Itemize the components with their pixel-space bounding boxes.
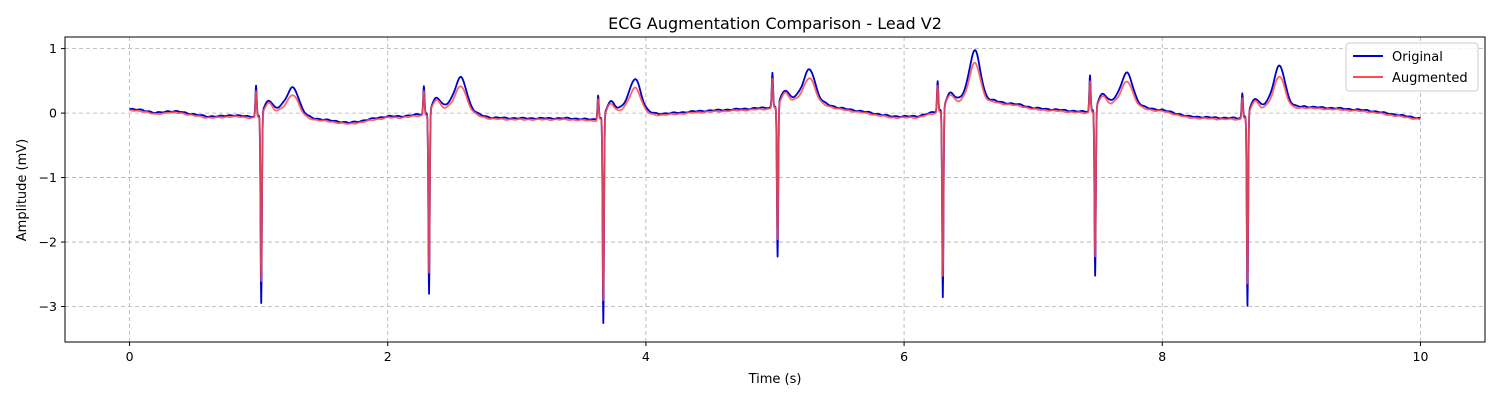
- legend-label-augmented: Augmented: [1392, 71, 1468, 86]
- plot-frame: [64, 36, 1486, 343]
- y-tick-label: 0: [49, 106, 57, 121]
- x-tick-label: 6: [900, 349, 908, 364]
- plot-area: [65, 37, 1485, 342]
- x-tick-label: 8: [1158, 349, 1166, 364]
- x-tick-label: 4: [642, 349, 650, 364]
- x-tick-label: 0: [126, 349, 134, 364]
- series-line-augmented: [128, 61, 1422, 302]
- y-tick-label: −1: [39, 170, 57, 185]
- y-tick-label: −2: [39, 235, 57, 250]
- ticks: 0 2 4 6 8 10 −3 −2 −1 0 1: [39, 41, 1429, 364]
- x-tick-label: 10: [1413, 349, 1429, 364]
- chart-title: ECG Augmentation Comparison - Lead V2: [608, 14, 942, 33]
- legend-label-original: Original: [1392, 50, 1443, 65]
- legend: Original Augmented: [1345, 42, 1479, 92]
- y-tick-label: 1: [49, 41, 57, 56]
- x-tick-label: 2: [384, 349, 392, 364]
- x-axis-label: Time (s): [748, 372, 802, 387]
- series-lines: [128, 49, 1422, 325]
- y-tick-label: −3: [39, 299, 57, 314]
- y-axis-label: Amplitude (mV): [15, 139, 30, 241]
